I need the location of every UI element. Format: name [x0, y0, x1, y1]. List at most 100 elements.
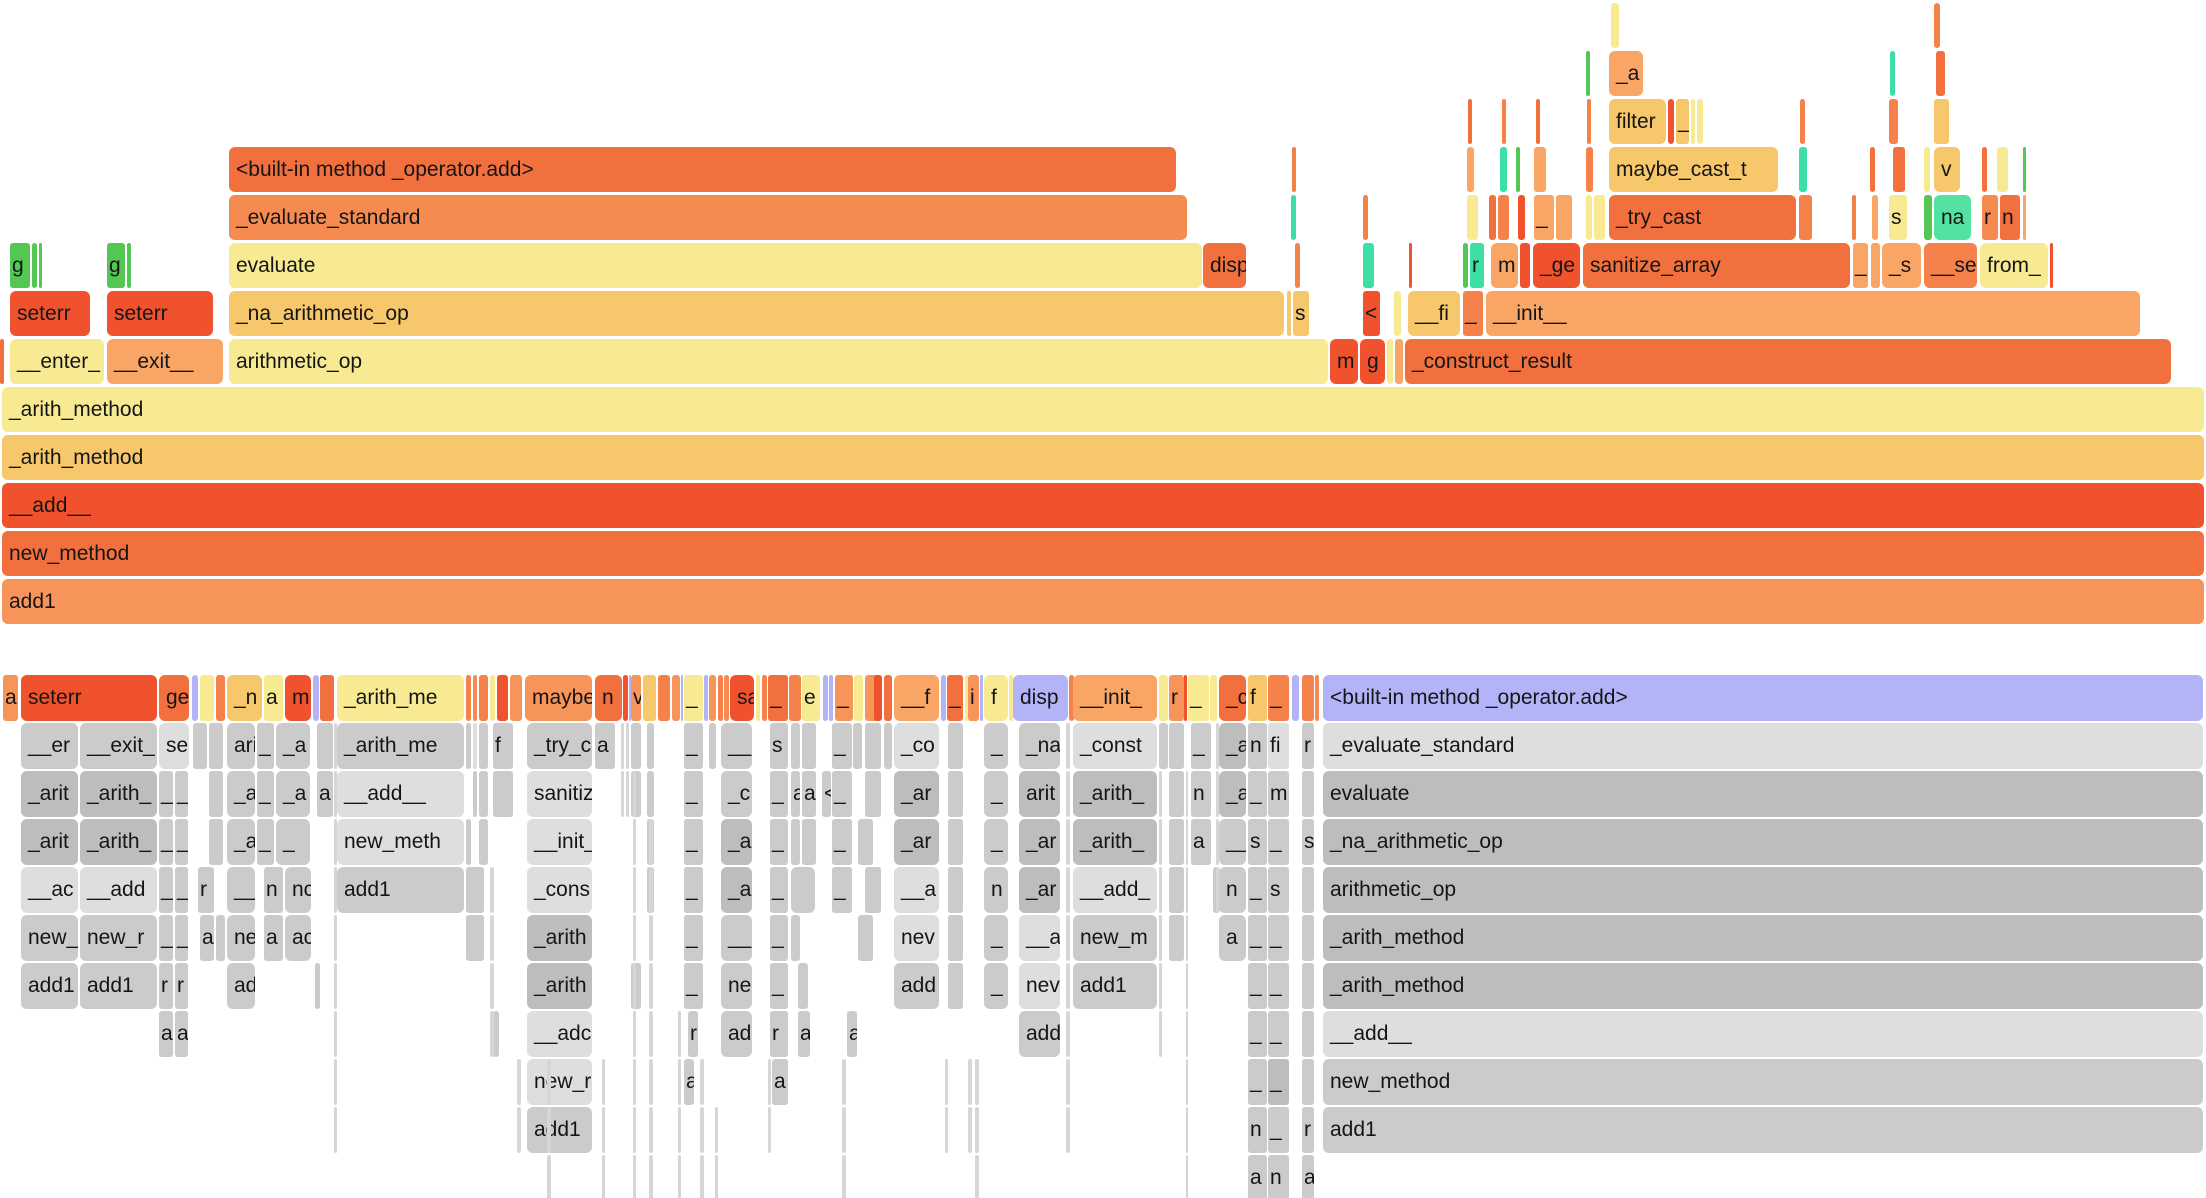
frame-sliver[interactable]	[1216, 819, 1219, 865]
frame-__[interactable]: __	[227, 867, 255, 913]
frame-sliver[interactable]	[791, 723, 800, 769]
frame-_[interactable]: _	[1676, 99, 1689, 144]
frame-sliver[interactable]	[633, 1155, 636, 1198]
frame-sliver[interactable]	[209, 723, 223, 769]
frame-sliver[interactable]	[479, 819, 488, 865]
frame-disp[interactable]: disp	[1203, 243, 1246, 288]
frame-_[interactable]: _	[1248, 771, 1267, 817]
frame-sliver[interactable]	[334, 771, 337, 817]
frame-n[interactable]: n	[595, 675, 622, 721]
frame-_[interactable]: _	[770, 819, 788, 865]
frame-sliver[interactable]	[1159, 675, 1168, 721]
frame-sliver[interactable]	[681, 675, 683, 721]
frame-sliver[interactable]	[1186, 1155, 1188, 1198]
frame-sliver[interactable]	[1536, 99, 1540, 144]
frame-__f[interactable]: __f	[894, 675, 939, 721]
frame-n[interactable]: n	[264, 867, 283, 913]
frame-a[interactable]: a	[684, 1059, 694, 1105]
frame-_[interactable]: _	[770, 867, 788, 913]
frame-sliver[interactable]	[1159, 723, 1168, 769]
frame-_[interactable]: _	[175, 819, 188, 865]
frame-_c[interactable]: _c	[1219, 675, 1246, 721]
frame-_[interactable]: _	[276, 819, 310, 865]
frame-_[interactable]: _	[1268, 1011, 1289, 1057]
frame-__exit_[interactable]: __exit_	[80, 723, 157, 769]
frame-sliver[interactable]	[621, 771, 624, 817]
frame-_[interactable]: _	[768, 675, 788, 721]
frame-sliver[interactable]	[1159, 771, 1162, 817]
frame-sliver[interactable]	[2023, 147, 2026, 192]
frame-a[interactable]: a	[3, 675, 18, 721]
frame-_[interactable]: _	[832, 723, 852, 769]
frame-_[interactable]: _	[984, 723, 1008, 769]
frame-sliver[interactable]	[802, 723, 816, 769]
frame-sliver[interactable]	[1534, 147, 1546, 192]
frame-sliver[interactable]	[1502, 99, 1506, 144]
frame-sliver[interactable]	[1186, 1011, 1188, 1057]
frame-__a[interactable]: __a	[894, 867, 939, 913]
frame-sliver[interactable]	[127, 243, 131, 288]
frame-_arith[interactable]: _arith	[527, 963, 592, 1009]
frame-sliver[interactable]	[510, 675, 522, 721]
frame-sliver[interactable]	[490, 915, 494, 961]
frame-sliver[interactable]	[1066, 867, 1070, 913]
frame-s[interactable]: s	[1293, 291, 1309, 336]
frame-sliver[interactable]	[466, 819, 471, 865]
frame-sliver[interactable]	[473, 723, 477, 769]
frame-_a[interactable]: _a	[721, 819, 752, 865]
frame-_[interactable]: _	[984, 963, 1008, 1009]
frame-sliver[interactable]	[643, 675, 656, 721]
frame-sliver[interactable]	[715, 1155, 718, 1198]
frame-__ac[interactable]: __ac	[21, 867, 78, 913]
frame-sliver[interactable]	[704, 675, 708, 721]
frame-sliver[interactable]	[2050, 243, 2053, 288]
frame-sliver[interactable]	[1186, 915, 1188, 961]
frame-ne[interactable]: ne	[721, 963, 752, 1009]
frame-a[interactable]: a	[1248, 1155, 1267, 1198]
frame-sliver[interactable]	[1302, 1059, 1314, 1105]
frame-sliver[interactable]	[945, 1107, 948, 1153]
frame-arit[interactable]: arit	[1019, 771, 1060, 817]
frame-sliver[interactable]	[1302, 963, 1314, 1009]
frame-_[interactable]: _	[832, 819, 852, 865]
frame-sliver[interactable]	[334, 723, 337, 769]
frame-sliver[interactable]	[1467, 195, 1478, 240]
frame-sliver[interactable]	[1556, 195, 1572, 240]
frame-sliver[interactable]	[334, 1011, 337, 1057]
frame-sliver[interactable]	[791, 819, 800, 865]
frame-sliver[interactable]	[1936, 51, 1945, 96]
frame-new_r[interactable]: new_r	[527, 1059, 592, 1105]
frame-a[interactable]: a	[791, 771, 800, 817]
frame-nc[interactable]: nc	[285, 867, 311, 913]
frame-sliver[interactable]	[798, 963, 808, 1009]
frame-_[interactable]: _	[257, 819, 274, 865]
frame-sliver[interactable]	[1066, 963, 1070, 1009]
frame-add1[interactable]: add1	[2, 579, 2204, 624]
frame-v[interactable]: v	[1934, 147, 1960, 192]
frame-n[interactable]: n	[1268, 1155, 1289, 1198]
frame-__[interactable]: __	[721, 915, 752, 961]
frame-sliver[interactable]	[829, 675, 833, 721]
frame-sliver[interactable]	[1997, 147, 2008, 192]
frame-sliver[interactable]	[216, 915, 225, 961]
frame-s[interactable]: s	[1889, 195, 1907, 240]
frame-sliver[interactable]	[547, 1059, 551, 1105]
frame-<builtinmethod_operator.add>[interactable]: <built-in method _operator.add>	[229, 147, 1176, 192]
frame-sliver[interactable]	[948, 819, 963, 865]
frame-m[interactable]: m	[1491, 243, 1518, 288]
frame-sliver[interactable]	[1216, 723, 1219, 769]
frame-maybe[interactable]: maybe	[525, 675, 592, 721]
frame-sliver[interactable]	[1291, 195, 1296, 240]
frame-a[interactable]: a	[1302, 1155, 1314, 1198]
frame-new_method[interactable]: new_method	[1323, 1059, 2203, 1105]
frame-sliver[interactable]	[1169, 723, 1184, 769]
frame-sliver[interactable]	[320, 675, 334, 721]
frame-arithmetic_op[interactable]: arithmetic_op	[1323, 867, 2203, 913]
frame-__init__[interactable]: __init__	[1486, 291, 2140, 336]
frame-sliver[interactable]	[649, 819, 653, 865]
frame-sliver[interactable]	[1216, 771, 1219, 817]
frame-sliver[interactable]	[756, 675, 760, 721]
frame-_arith_[interactable]: _arith_	[1073, 771, 1157, 817]
frame-_[interactable]: _	[835, 675, 853, 721]
